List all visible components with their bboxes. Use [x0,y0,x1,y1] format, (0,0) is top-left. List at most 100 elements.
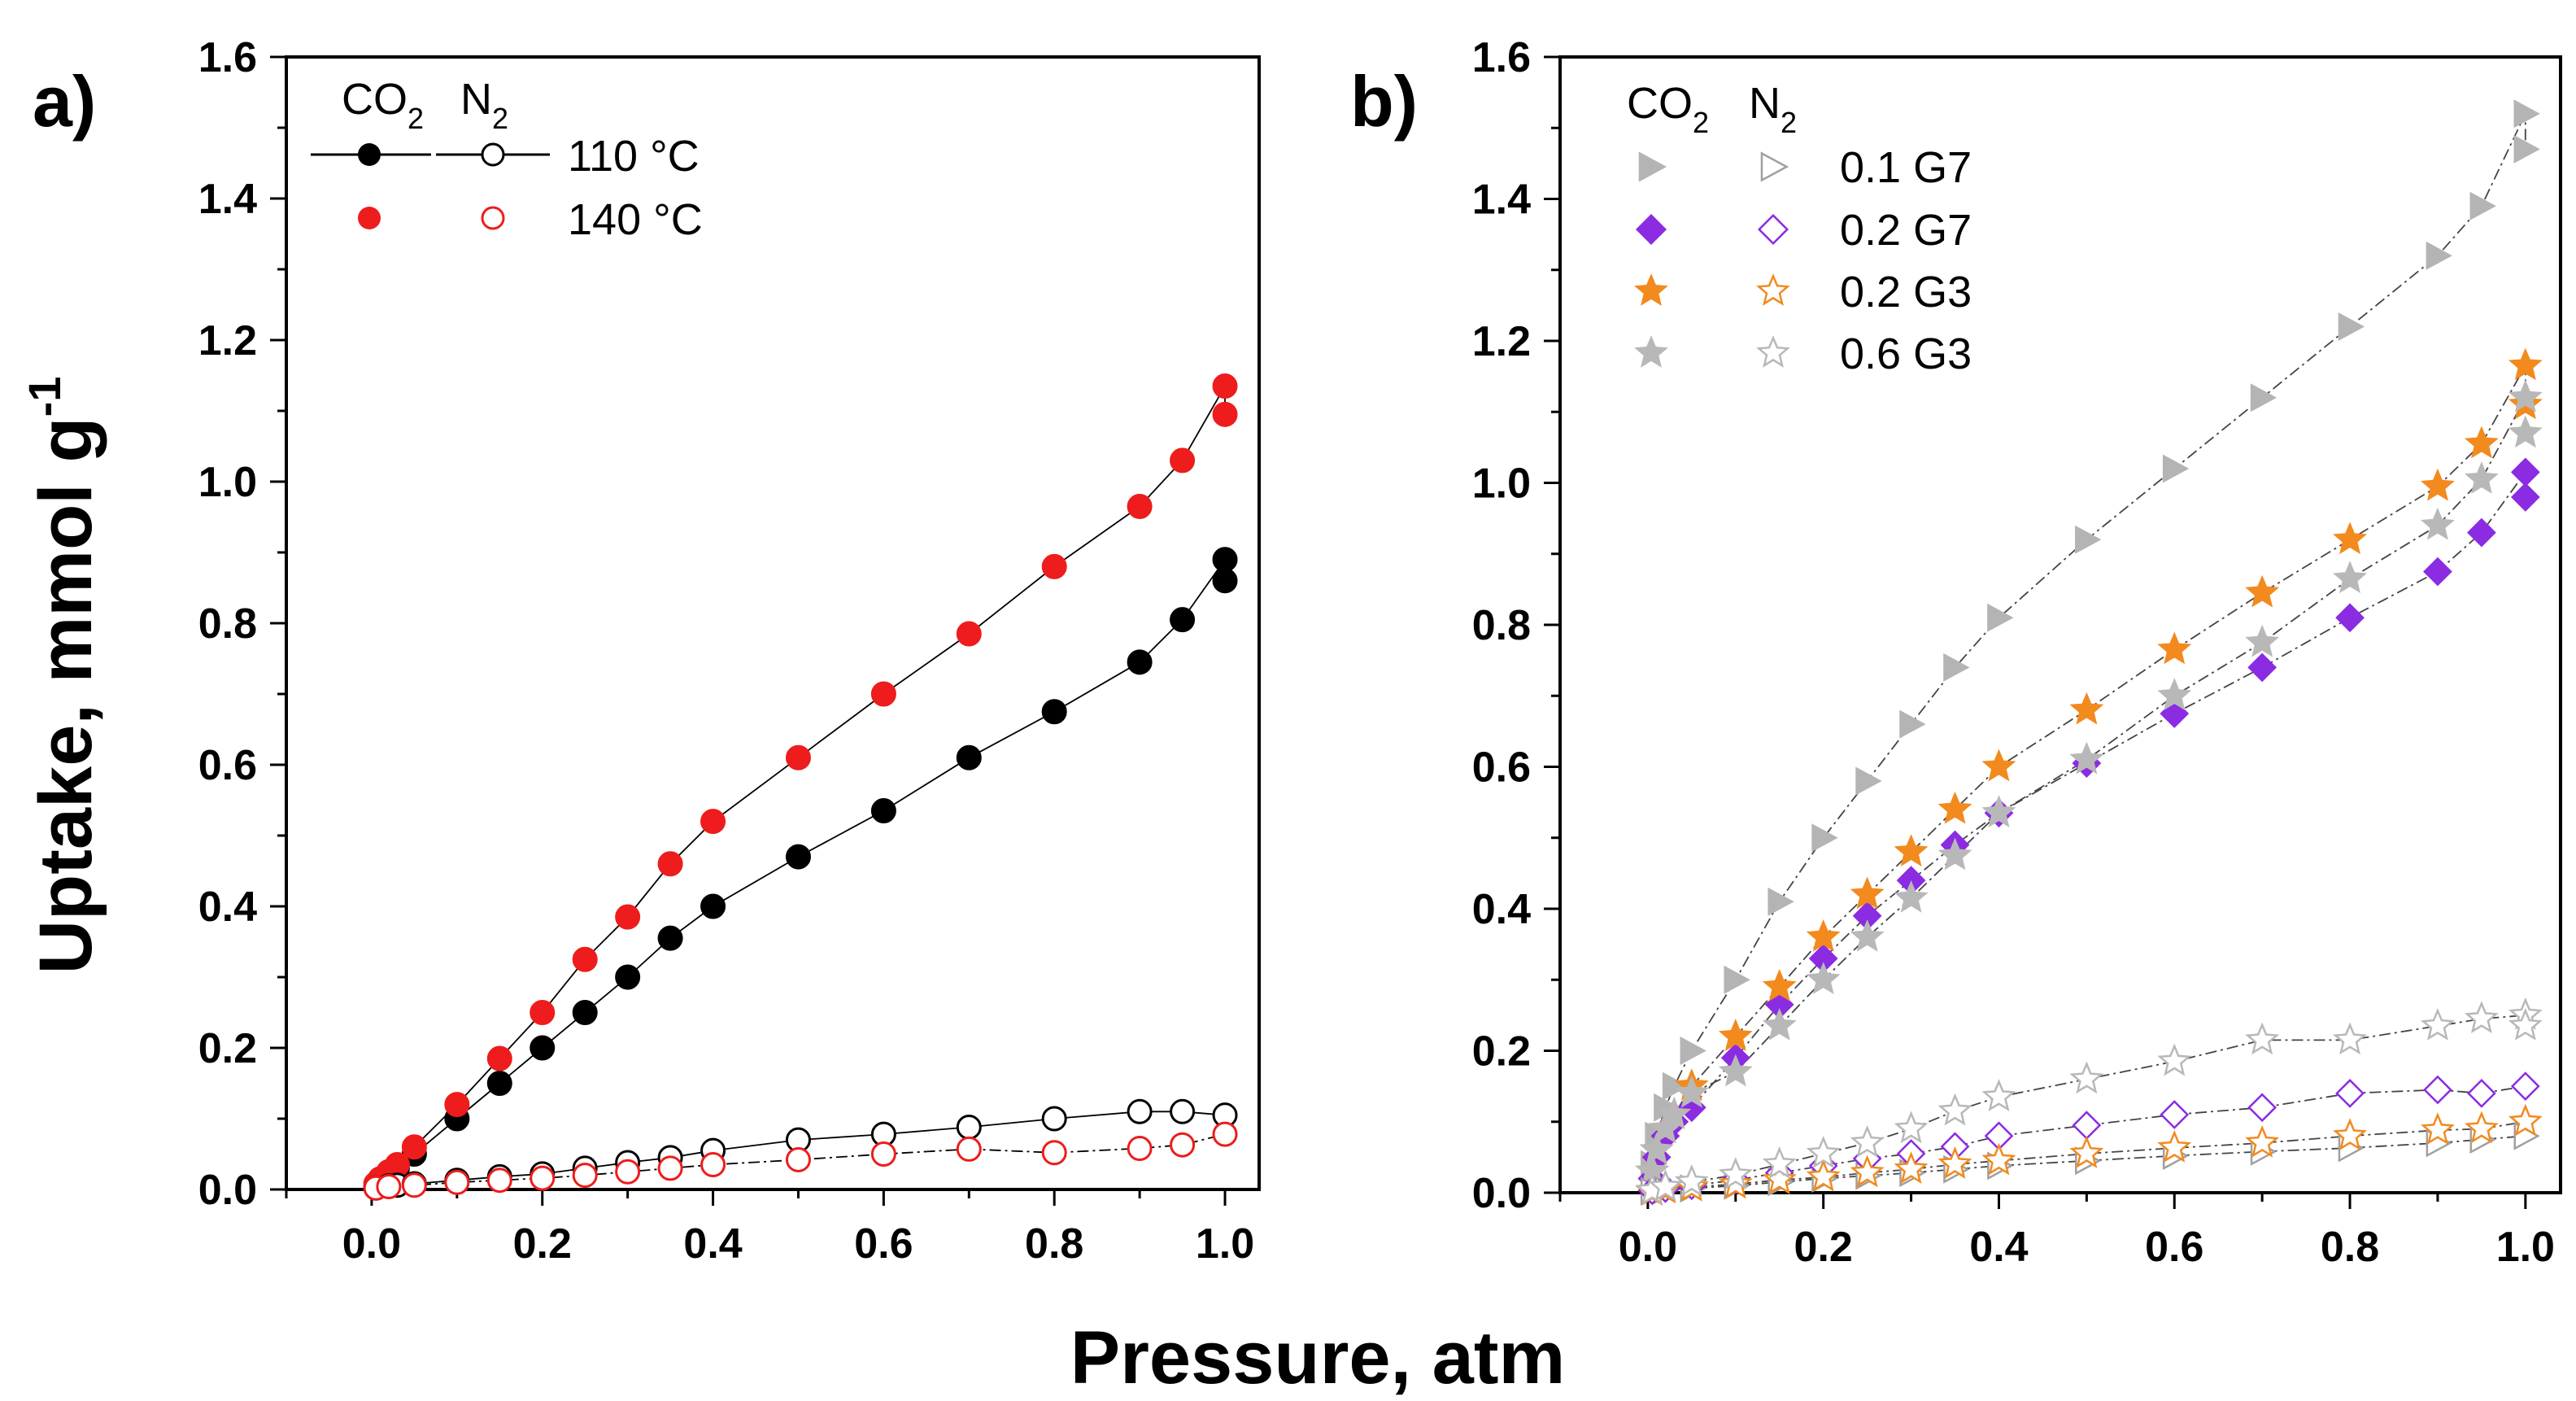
panel-b-point-co2-0-2-g3 [2245,574,2280,608]
panel-b-point-n2-0-2-g7 [2072,1111,2102,1140]
legend-label-0-6-g3: 0.6 G3 [1840,330,1972,378]
panel-b-point-co2-0-6-g3 [1981,795,2016,828]
panel-b-point-co2-0-1-g7 [1855,766,1882,796]
panel-b-point-co2-0-2-g3 [2421,468,2455,501]
panel-a-point-co2-140-c [1127,493,1153,519]
panel-b-point-co2-0-1-g7 [2513,99,2540,129]
panel-b-x-tick-label: 1.0 [2496,1224,2555,1271]
panel-a-point-n2-140-c [401,1172,427,1198]
panel-a-legend: CO2 N2 110 °C 140 °C [311,75,703,244]
panel-b-point-co2-0-1-g7 [2469,191,2496,220]
panel-b-point-co2-0-2-g7 [2467,517,2496,548]
panel-b-point-n2-0-6-g3 [1674,1163,1709,1197]
panel-a-point-n2-140-c [615,1159,641,1185]
panel-a-point-co2-140-c [444,1092,470,1118]
panel-a-point-n2-140-c [1212,1121,1238,1147]
legend-marker-n2-110 [481,142,505,167]
panel-a-point-co2-110-c [572,1000,598,1025]
panel-a-point-co2-140-c [1212,401,1238,427]
panel-b-point-n2-0-2-g7 [2160,1100,2190,1129]
legend-label-110: 110 °C [568,132,700,181]
panel-b-point-n2-0-6-g3 [1937,1093,1972,1126]
panel-a-y-tick-label: 0.0 [198,1167,257,1214]
legend-label-0-1-g7: 0.1 G7 [1840,143,1972,192]
panel-b-point-co2-0-6-g3 [2464,461,2499,494]
panel-b-point-n2-0-2-g3 [2069,1136,2104,1168]
panel-b-point-co2-0-6-g3 [2245,624,2280,657]
panel-b-point-co2-0-1-g7 [2075,525,2102,554]
panel-b-point-n2-0-6-g3 [1648,1169,1683,1202]
panel-a-point-n2-110-c [1170,1098,1196,1124]
panel-a-point-co2-110-c [1212,568,1238,594]
panel-b-frame [1558,55,2562,1194]
panel-b-point-n2-0-6-g3 [1981,1079,2016,1112]
panel-b-point-n2-0-6-g3 [2157,1043,2192,1076]
x-axis-title: Pressure, atm [1070,1316,1566,1399]
panel-b-point-co2-0-2-g3 [1762,968,1797,1002]
panel-b-y-tick-label: 1.0 [1472,460,1531,508]
panel-b-point-co2-0-2-g3 [1981,749,2016,782]
panel-b-point-n2-0-2-g3 [1762,1162,1797,1195]
panel-a-x-tick-label: 0.4 [683,1220,742,1268]
panel-a-point-co2-140-c [530,1000,556,1025]
panel-b-legend: CO2 N2 0.1 G7 0.2 G7 0.2 G3 0.6 G3 [1627,79,1972,378]
panel-a-point-co2-110-c [486,1071,512,1096]
panel-b-point-n2-0-2-g3 [1894,1151,1929,1185]
panel-a-point-co2-140-c [615,904,641,930]
panel-a-point-co2-140-c [486,1045,512,1071]
panel-a-x-tick-label: 0.8 [1025,1220,1083,1268]
panel-a-point-co2-110-c [615,964,641,990]
panel-b-point-co2-0-2-g3 [1937,791,1972,824]
panel-b-point-n2-0-2-g3 [2465,1111,2499,1144]
panel-b: 0.0 0.2 0.4 0.6 0.8 1.0 0.0 0.2 0.4 0.6 0.8 1.0 1.2 1… [1472,34,2562,1271]
panel-b-point-co2-0-6-g3 [2421,507,2455,540]
panel-a-point-n2-110-c [1127,1098,1153,1124]
legend-marker-co2-0-6-g3 [1634,335,1668,368]
panel-a-x-tick-label: 0.6 [854,1220,913,1268]
panel-b-legend-header-n2: N2 [1749,79,1797,139]
legend-marker-co2-0-2-g3 [1634,273,1668,306]
panel-b-x-tick-label: 0.2 [1794,1224,1853,1271]
panel-a-point-n2-140-c [486,1168,512,1194]
panel-b-legend-header-co2: CO2 [1627,79,1709,139]
panel-a-point-co2-140-c [401,1134,427,1160]
panel-a-point-n2-110-c [956,1114,982,1140]
panel-a-point-co2-110-c [870,798,896,824]
y-axis-title-text: Uptake, mmol g [24,417,107,974]
panel-b-y-tick-label: 0.2 [1472,1028,1531,1076]
panel-b-ticks: 0.0 0.2 0.4 0.6 0.8 1.0 0.0 0.2 0.4 0.6 0.8 1.0 1.2 1… [1472,34,2555,1271]
panel-b-y-tick-label: 0.4 [1472,886,1531,933]
panel-a-point-n2-140-c [1127,1136,1153,1162]
legend-label-0-2-g7: 0.2 G7 [1840,206,1972,255]
panel-b-point-co2-0-2-g7 [2160,699,2190,728]
panel-a-point-n2-110-c [1041,1106,1067,1132]
panel-b-point-co2-0-2-g7 [2335,603,2365,633]
legend-marker-co2-0-1-g7 [1638,151,1667,182]
panel-b-point-co2-0-2-g7 [2423,556,2452,587]
legend-marker-co2-140 [358,207,381,229]
panel-b-point-co2-0-6-g3 [1657,1097,1692,1129]
panel-b-point-co2-0-1-g7 [1899,709,1926,739]
panel-a-point-co2-110-c [657,925,683,951]
panel-a-label: a) [33,61,96,142]
panel-b-point-co2-0-1-g7 [1767,887,1794,916]
panel-a-point-co2-110-c [785,844,811,870]
panel-b-point-n2-0-6-g3 [1850,1124,1885,1158]
panel-a-legend-header-co2: CO2 [342,75,424,135]
panel-a-point-co2-140-c [870,681,896,707]
panel-a-y-tick-label: 1.2 [198,317,257,364]
y-axis-title: Uptake, mmol g-1 [19,377,107,975]
panel-a-point-n2-140-c [785,1146,811,1172]
panel-a-point-co2-140-c [657,851,683,877]
panel-b-point-co2-0-6-g3 [1850,919,1885,952]
panel-b-point-co2-0-1-g7 [1724,965,1750,994]
panel-b-point-n2-0-2-g3 [2333,1118,2368,1151]
panel-b-x-tick-label: 0.0 [1619,1224,1677,1271]
panel-b-point-co2-0-1-g7 [1811,823,1838,853]
panel-b-point-co2-0-6-g3 [1937,837,1972,871]
panel-b-y-tick-label: 0.8 [1472,602,1531,649]
panel-b-point-co2-0-1-g7 [2426,241,2452,270]
panel-b-point-co2-0-2-g3 [1718,1019,1753,1051]
panel-a-frame [285,55,1261,1191]
panel-b-point-n2-0-6-g3 [2508,1007,2543,1041]
